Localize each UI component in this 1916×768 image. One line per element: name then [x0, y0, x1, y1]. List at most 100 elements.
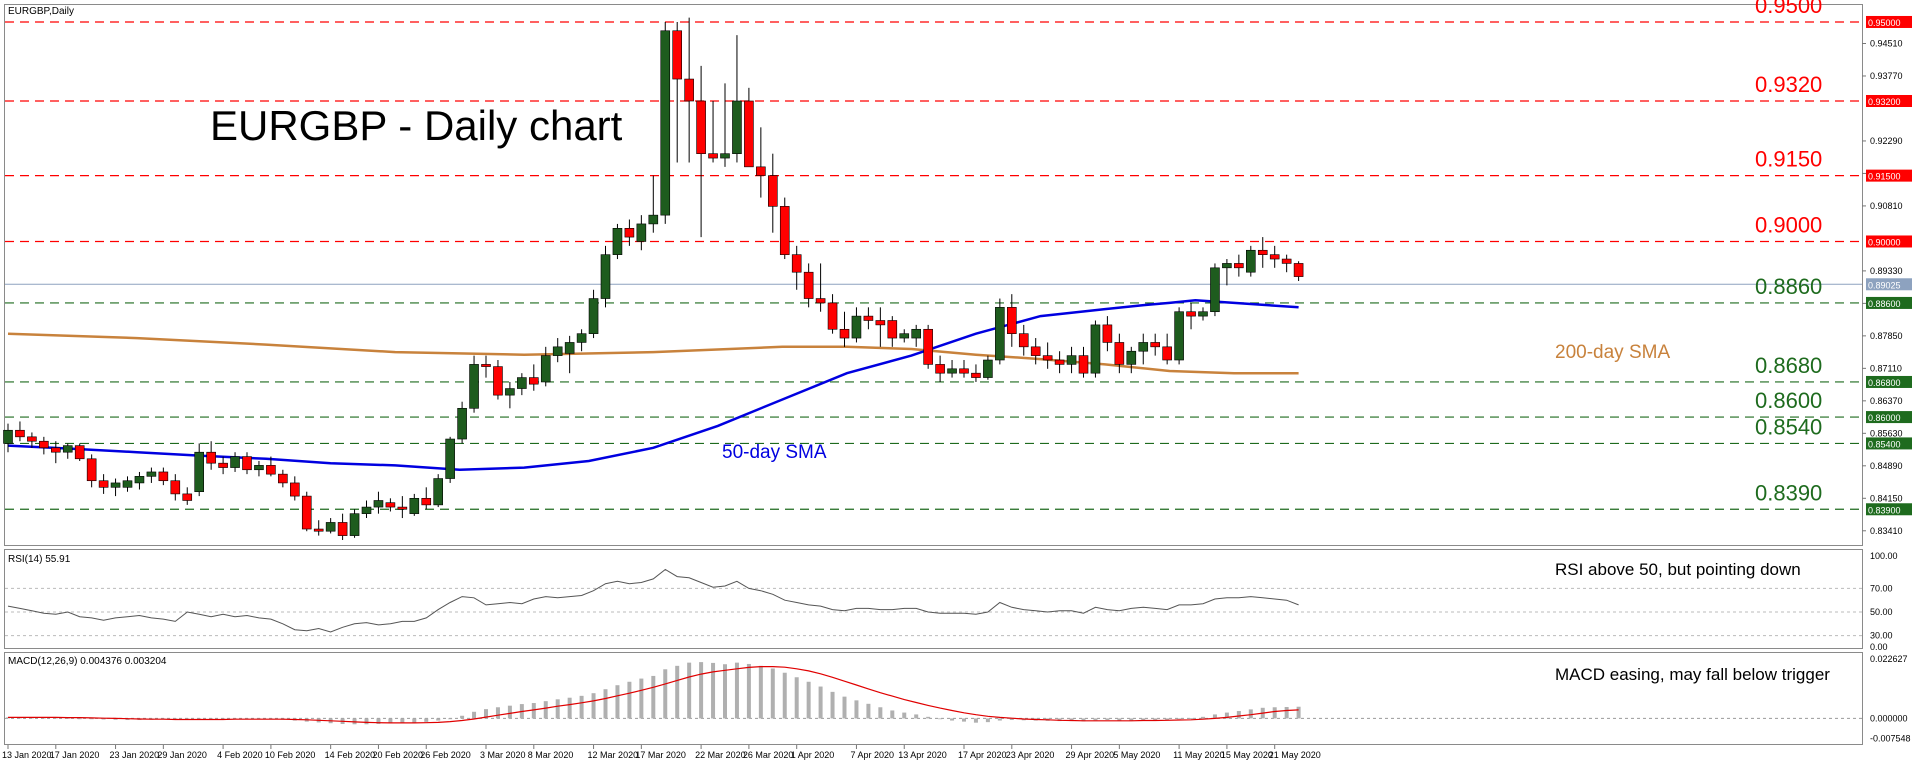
level-axis-tag [1866, 296, 1912, 309]
macd-histogram-bar [388, 718, 393, 724]
bull-candle-body [1210, 267, 1220, 313]
date-tick-label: 17 Mar 2020 [635, 750, 686, 760]
rsi-tick-label: 70.00 [1870, 583, 1893, 593]
macd-histogram-bar [985, 718, 990, 723]
candle [1186, 302, 1196, 330]
bull-candle-body [1198, 311, 1208, 317]
sma200-line [7, 332, 1299, 375]
macd-histogram-bar [113, 718, 118, 720]
rsi-line [7, 568, 1299, 633]
macd-histogram-bar [591, 693, 596, 719]
macd-comment: MACD easing, may fall below trigger [1555, 665, 1830, 684]
candle [421, 487, 432, 510]
candle [576, 329, 587, 352]
macd-histogram-bar [675, 665, 680, 719]
bear-candle-body [86, 458, 97, 482]
bear-candle-body [15, 429, 25, 438]
macd-histogram-bar [53, 717, 58, 719]
candle [3, 423, 13, 453]
bull-candle-body [1138, 342, 1149, 352]
macd-histogram-bar [639, 678, 644, 719]
macd-histogram-bar [1129, 718, 1134, 721]
bear-candle-body [242, 456, 252, 471]
bear-candle-body [278, 473, 288, 484]
macd-histogram-bar [1153, 718, 1158, 721]
macd-histogram-bar [567, 697, 572, 719]
bull-candle-body [361, 506, 372, 514]
bull-candle-body [1126, 350, 1137, 365]
candle [254, 460, 264, 477]
candle [170, 474, 181, 501]
bull-candle-body [433, 478, 444, 506]
macd-histogram-bar [830, 691, 835, 719]
bear-candle-body [959, 368, 969, 374]
level-label: 0.8390 [1755, 480, 1822, 505]
candle [648, 175, 659, 233]
macd-histogram-bar [41, 717, 46, 719]
candle [720, 83, 730, 167]
level-label: 0.9000 [1755, 212, 1822, 237]
bear-candle-body [158, 471, 169, 482]
bull-candle-body [576, 333, 587, 343]
date-tick-label: 15 May 2020 [1221, 750, 1273, 760]
price-tick-label: 0.90810 [1870, 201, 1903, 211]
bull-candle-body [540, 355, 551, 383]
macd-histogram-bar [1189, 718, 1194, 719]
macd-histogram-bar [687, 662, 692, 719]
candle [636, 215, 647, 251]
candle [182, 487, 193, 505]
candle [779, 197, 790, 260]
macd-histogram-bar [579, 695, 584, 719]
level-axis-tag [1866, 375, 1912, 388]
bull-candle-body [146, 471, 157, 477]
candle [1042, 342, 1053, 369]
macd-histogram-bar [1009, 718, 1014, 721]
candle [899, 329, 910, 343]
level-labels: 0.9500 0.95000 0.9320 0.93200 0.9150 0.91500 0… [1755, 0, 1912, 516]
candle [1054, 351, 1065, 374]
macd-histogram-bar [221, 718, 226, 720]
macd-histogram-bar [1117, 718, 1122, 721]
macd-histogram-bar [1081, 718, 1086, 722]
bull-candle-body [660, 30, 671, 216]
bear-candle-body [301, 495, 312, 530]
level-axis-tag-text: 0.93200 [1868, 97, 1901, 107]
bear-candle-body [1162, 346, 1172, 361]
bear-candle-body [385, 502, 396, 508]
date-tick-label: 26 Feb 2020 [420, 750, 471, 760]
bear-candle-body [481, 364, 491, 367]
candle [684, 17, 694, 163]
bear-candle-body [266, 465, 276, 475]
level-axis-tag [1866, 503, 1912, 516]
macd-histogram-bar [699, 662, 704, 719]
candle [242, 452, 252, 475]
candle [27, 432, 37, 448]
bear-candle-body [1078, 355, 1089, 374]
macd-layer: 0.022627 0.000000 -0.007548 [5, 654, 1911, 743]
bull-candle-body [995, 307, 1005, 361]
candle [15, 421, 25, 442]
bull-candle-body [1222, 263, 1232, 269]
macd-histogram-bar [77, 718, 82, 720]
date-tick-label: 21 May 2020 [1269, 750, 1321, 760]
candle [1126, 346, 1137, 374]
macd-histogram-bar [101, 718, 106, 720]
macd-histogram-bar [973, 718, 978, 723]
sma200-label: 200-day SMA [1555, 342, 1670, 363]
bear-candle-body [756, 166, 766, 176]
levels-layer [5, 21, 1862, 510]
candle [995, 298, 1005, 365]
macd-tick-label: 0.022627 [1870, 654, 1908, 664]
macd-histogram-bar [1093, 718, 1098, 721]
date-tick-label: 17 Jan 2020 [50, 750, 100, 760]
candle [1102, 316, 1113, 352]
rsi-label: RSI(14) 55.91 [8, 554, 71, 565]
macd-histogram-bar [1284, 707, 1289, 719]
candle [325, 518, 336, 534]
candle [887, 316, 898, 347]
level-axis-tag-text: 0.90000 [1868, 237, 1901, 247]
candle [206, 441, 216, 470]
level-axis-tag [1866, 15, 1912, 28]
bear-candle-body [1114, 342, 1125, 365]
macd-histogram-bar [890, 710, 895, 719]
